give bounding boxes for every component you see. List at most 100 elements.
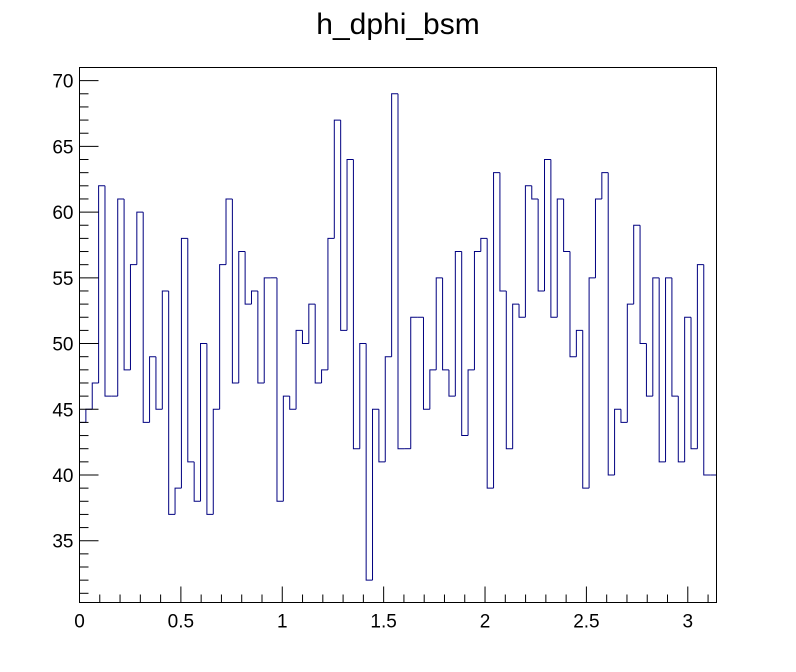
- histogram-bin: [569, 251, 577, 358]
- histogram-bin: [473, 251, 481, 370]
- histogram-bin: [295, 329, 303, 410]
- histogram-bin: [639, 225, 647, 345]
- histogram-bin: [493, 172, 500, 489]
- histogram-bin: [512, 303, 520, 449]
- histogram-bin: [238, 251, 246, 383]
- histogram-bin: [98, 185, 105, 383]
- histogram-bin: [206, 343, 214, 515]
- histogram-bin: [410, 316, 418, 449]
- histogram-bin: [187, 238, 195, 463]
- histogram-bin: [136, 211, 144, 265]
- histogram-bin: [620, 409, 628, 423]
- histogram-bin: [505, 290, 513, 450]
- histogram-bin: [442, 277, 449, 371]
- histogram-bin: [499, 172, 507, 292]
- x-tick-label: 1.5: [370, 612, 396, 633]
- histogram-bin: [123, 198, 131, 371]
- x-tick-label: 0.5: [168, 612, 194, 633]
- x-tick-label: 1: [277, 612, 288, 633]
- histogram-bin: [212, 408, 220, 515]
- histogram-bin: [467, 369, 475, 436]
- chart-title: h_dphi_bsm: [316, 8, 479, 41]
- histogram-bin: [142, 212, 150, 423]
- y-tick-label: 45: [52, 400, 73, 421]
- histogram-bin: [365, 343, 373, 581]
- histogram-bin: [588, 277, 596, 489]
- x-tick-label: 2.5: [573, 612, 599, 633]
- histogram-bin: [346, 159, 354, 331]
- histogram-bin: [652, 277, 660, 397]
- histogram-bin: [301, 330, 309, 345]
- histogram-bin: [614, 408, 621, 475]
- histogram-bin: [563, 198, 570, 253]
- histogram-bin: [219, 264, 227, 410]
- histogram-bin: [607, 172, 615, 476]
- histogram-bin: [104, 185, 112, 397]
- histogram-bin: [174, 487, 182, 515]
- histogram-bin: [155, 356, 163, 410]
- histogram-bin: [384, 356, 392, 462]
- histogram-bin: [703, 264, 711, 476]
- histogram-bin: [429, 369, 437, 410]
- histogram-bin: [480, 237, 488, 252]
- histogram-bin: [91, 382, 99, 410]
- y-tick-label: 60: [52, 203, 73, 224]
- histogram-bin: [372, 408, 379, 581]
- histogram-bin: [231, 198, 239, 384]
- histogram-bin: [321, 369, 328, 383]
- histogram-bin: [340, 120, 348, 331]
- axes: 0 0.5 1 1.5 2 2.5 3 35 40 45 50 55 60 65 70: [52, 67, 709, 633]
- y-tick-label: 65: [52, 137, 73, 158]
- histogram-bin: [684, 316, 692, 462]
- histogram-bin: [193, 461, 201, 502]
- histogram-bin: [550, 159, 558, 318]
- histogram-bin: [180, 237, 188, 489]
- histogram-bin: [544, 159, 551, 291]
- histogram-bin: [378, 409, 386, 463]
- histogram-bin: [308, 303, 316, 344]
- histogram-bin: [645, 343, 653, 397]
- histogram-bin: [333, 119, 341, 239]
- histogram-bin: [422, 317, 430, 410]
- histogram-bin: [486, 238, 494, 489]
- histogram-bin: [461, 251, 469, 437]
- histogram-bin: [594, 198, 602, 278]
- y-tick-label: 70: [52, 72, 73, 93]
- histogram-bin: [391, 93, 398, 357]
- histogram-bin: [690, 317, 698, 450]
- histogram-bin: [658, 277, 666, 463]
- histogram-bin: [263, 277, 271, 383]
- histogram-marks: [79, 93, 717, 603]
- histogram-bin: [531, 185, 539, 200]
- histogram-bin: [359, 343, 367, 449]
- histogram-bin: [352, 159, 360, 450]
- y-tick-label: 35: [52, 532, 73, 553]
- histogram-bin: [671, 277, 679, 397]
- histogram-bin: [244, 251, 252, 305]
- histogram-bin: [117, 198, 125, 397]
- histogram-bin: [626, 303, 634, 423]
- histogram-bin: [537, 198, 545, 292]
- histogram-bin: [582, 330, 590, 489]
- histogram-bin: [276, 277, 284, 502]
- histogram-bin: [257, 290, 265, 384]
- histogram-bin: [448, 369, 456, 397]
- histogram-bin: [633, 224, 641, 305]
- histogram-bin: [129, 264, 137, 370]
- histogram-bin: [250, 290, 258, 305]
- histogram-bin: [575, 329, 583, 357]
- histogram-bin: [435, 277, 443, 370]
- x-tick-label: 0: [74, 612, 85, 633]
- histogram-bin: [282, 395, 290, 502]
- histogram-bin: [225, 198, 233, 265]
- histogram-bin: [327, 237, 335, 370]
- x-tick-label: 3: [683, 612, 694, 633]
- y-tick-label: 55: [52, 269, 73, 290]
- y-tick-label: 40: [52, 466, 73, 487]
- histogram-bin: [149, 356, 156, 423]
- histogram-bin: [168, 290, 176, 515]
- histogram-bin: [524, 185, 532, 318]
- histogram-bin: [200, 343, 207, 502]
- y-tick-label: 50: [52, 335, 73, 356]
